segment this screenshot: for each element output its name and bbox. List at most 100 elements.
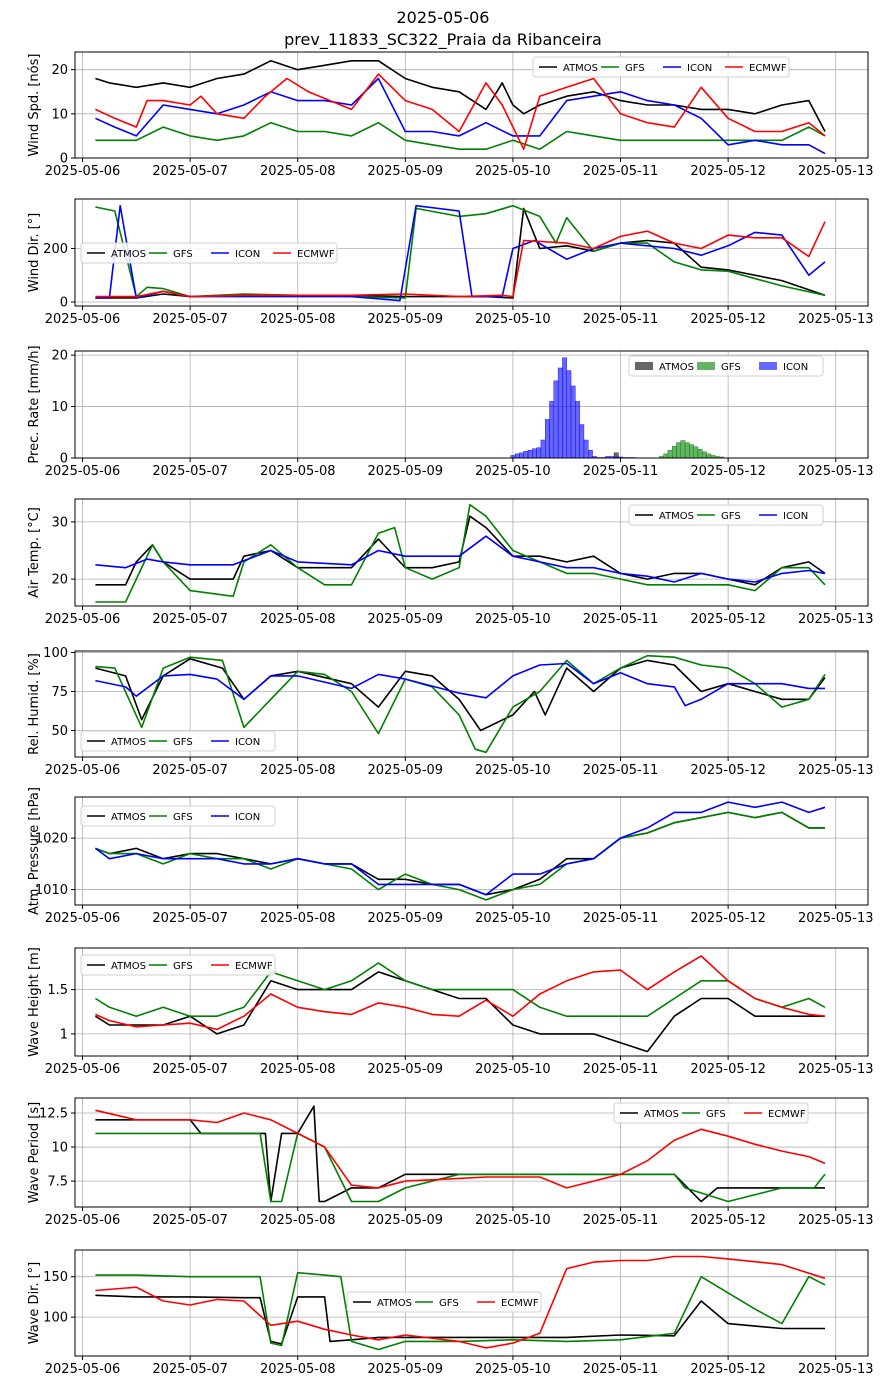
bar-icon — [557, 367, 563, 459]
axes-frame — [74, 498, 869, 607]
axes-frame — [74, 198, 869, 307]
axes-frame — [74, 350, 869, 459]
series-line-icon — [94, 801, 826, 896]
x-tick-label: 2025-05-13 — [798, 164, 874, 179]
bar-gfs — [697, 449, 703, 459]
series-line-ecmwf — [95, 221, 826, 298]
legend-label-atmos: ATMOS — [111, 249, 146, 260]
x-tick-label: 2025-05-07 — [152, 312, 228, 327]
legend-box — [346, 1291, 542, 1313]
y-tick-label: 20 — [51, 349, 68, 364]
figure-subtitle: prev_11833_SC322_Praia da Ribanceira — [284, 30, 602, 49]
y-tick-label: 0 — [60, 452, 68, 467]
x-tick-label: 2025-05-11 — [583, 612, 659, 627]
legend: ATMOS GFS ECMWF — [346, 1291, 542, 1313]
x-tick-label: 2025-05-06 — [45, 1062, 121, 1077]
y-tick-label: 10 — [51, 1141, 68, 1156]
y-axis-label: Wind Spd. [nós] — [27, 54, 42, 157]
bar-gfs — [689, 444, 694, 459]
legend: ATMOS GFS ICON — [628, 355, 824, 377]
bar-gfs — [663, 453, 669, 459]
x-tick-label: 2025-05-06 — [45, 164, 121, 179]
x-tick-label: 2025-05-13 — [798, 464, 874, 479]
x-tick-label: 2025-05-07 — [152, 1362, 228, 1377]
legend-label-gfs: GFS — [706, 1109, 726, 1120]
bar-gfs — [676, 442, 681, 459]
x-tick-label: 2025-05-08 — [260, 911, 336, 926]
y-tick-label: 50 — [51, 724, 68, 739]
x-tick-label: 2025-05-11 — [583, 1062, 659, 1077]
x-tick-label: 2025-05-10 — [475, 911, 551, 926]
chart-panel-7: 2025-05-06 2025-05-07 2025-05-08 2025-05-09… — [27, 947, 874, 1077]
legend-label-atmos: ATMOS — [111, 812, 146, 823]
legend-swatch-icon — [759, 362, 777, 370]
series-line-gfs — [95, 503, 826, 603]
bar-icon — [540, 439, 546, 459]
bar-icon — [588, 450, 593, 459]
legend-label-ecmwf: ECMWF — [235, 961, 273, 972]
legend-label-atmos: ATMOS — [563, 63, 598, 74]
y-tick-label: 1010 — [35, 883, 68, 898]
x-tick-label: 2025-05-07 — [152, 612, 228, 627]
y-axis-label: Wave Period [s] — [27, 1102, 42, 1203]
chart-panel-3: 2025-05-06 2025-05-07 2025-05-08 2025-05-09… — [27, 345, 874, 479]
bar-icon — [514, 453, 520, 459]
x-tick-label: 2025-05-13 — [798, 1362, 874, 1377]
y-tick-label: 30 — [51, 515, 68, 530]
x-tick-label: 2025-05-08 — [260, 164, 336, 179]
x-tick-label: 2025-05-13 — [798, 911, 874, 926]
series-line-gfs — [95, 121, 826, 150]
x-tick-label: 2025-05-10 — [475, 312, 551, 327]
x-tick-label: 2025-05-09 — [368, 763, 444, 778]
x-tick-label: 2025-05-08 — [260, 464, 336, 479]
series-line-gfs — [95, 811, 825, 901]
figure-title: 2025-05-06 — [396, 8, 490, 27]
legend-label-atmos: ATMOS — [659, 511, 694, 522]
bar-icon — [570, 385, 576, 459]
legend-label-icon: ICON — [235, 812, 260, 823]
legend-label-icon: ICON — [783, 362, 808, 373]
x-tick-label: 2025-05-06 — [45, 464, 121, 479]
legend-label-gfs: GFS — [173, 737, 193, 748]
legend-box — [80, 242, 338, 264]
bar-gfs — [667, 450, 673, 459]
x-tick-label: 2025-05-13 — [798, 612, 874, 627]
series-line-atmos — [95, 515, 826, 586]
bar-gfs — [680, 440, 686, 459]
legend-label-icon: ICON — [783, 511, 808, 522]
x-tick-label: 2025-05-07 — [152, 1213, 228, 1228]
legend: ATMOS GFS ICON — [80, 805, 276, 827]
y-tick-label: 20 — [51, 63, 68, 78]
series-line-gfs — [95, 1132, 826, 1203]
legend-box — [80, 805, 276, 827]
x-tick-label: 2025-05-07 — [152, 911, 228, 926]
y-axis-label: Rel. Humid. [%] — [27, 653, 42, 755]
y-tick-label: 12.5 — [39, 1106, 68, 1121]
series-line-gfs — [95, 654, 826, 754]
y-axis-label: Prec. Rate [mm/h] — [27, 345, 42, 463]
legend: ATMOS GFS ICON — [628, 504, 824, 526]
x-tick-label: 2025-05-13 — [798, 312, 874, 327]
legend: ATMOS GFS ECMWF — [613, 1102, 809, 1124]
legend-swatch-atmos — [635, 362, 653, 370]
x-tick-label: 2025-05-09 — [368, 1062, 444, 1077]
bar-icon — [523, 451, 529, 459]
legend-label-gfs: GFS — [721, 511, 741, 522]
x-tick-label: 2025-05-09 — [368, 911, 444, 926]
chart-panel-2: 2025-05-06 2025-05-07 2025-05-08 2025-05-09… — [27, 198, 874, 327]
bar-icon — [553, 380, 559, 459]
bar-icon — [566, 370, 572, 459]
legend-label-gfs: GFS — [173, 249, 193, 260]
series-line-atmos — [95, 657, 826, 732]
axes-frame — [74, 947, 869, 1057]
y-tick-label: 20 — [51, 573, 68, 588]
legend-label-ecmwf: ECMWF — [297, 249, 335, 260]
x-tick-label: 2025-05-11 — [583, 1362, 659, 1377]
x-tick-label: 2025-05-06 — [45, 1213, 121, 1228]
legend-box — [80, 730, 276, 752]
x-tick-label: 2025-05-11 — [583, 164, 659, 179]
chart-panel-9: 2025-05-06 2025-05-07 2025-05-08 2025-05-09… — [27, 1249, 874, 1377]
x-tick-label: 2025-05-09 — [368, 612, 444, 627]
x-tick-label: 2025-05-08 — [260, 1362, 336, 1377]
y-tick-label: 10 — [51, 400, 68, 415]
